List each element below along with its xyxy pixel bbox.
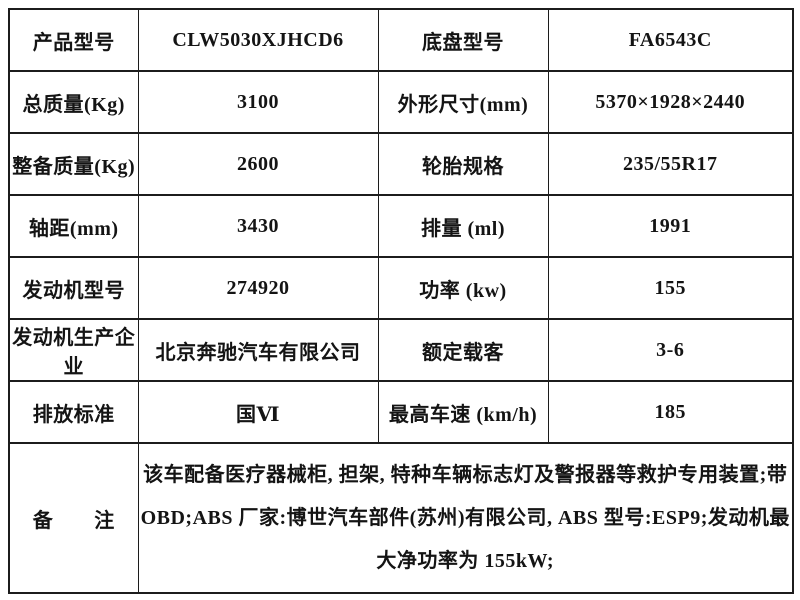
spec-label-tire-spec: 轮胎规格 [377,132,549,196]
table-row: 整备质量(Kg) 2600 轮胎规格 235/55R17 [8,132,794,196]
spec-label-emission-standard: 排放标准 [8,380,139,444]
spec-value-product-model: CLW5030XJHCD6 [137,8,379,72]
table-row: 轴距(mm) 3430 排量 (ml) 1991 [8,194,794,258]
spec-label-engine-manufacturer: 发动机生产企业 [8,318,139,382]
remark-row: 备 注 该车配备医疗器械柜, 担架, 特种车辆标志灯及警报器等救护专用装置;带 … [8,442,794,594]
spec-label-max-speed: 最高车速 (km/h) [377,380,549,444]
spec-value-emission-standard: 国Ⅵ [137,380,379,444]
table-row: 排放标准 国Ⅵ 最高车速 (km/h) 185 [8,380,794,444]
spec-label-wheelbase: 轴距(mm) [8,194,139,258]
spec-label-curb-weight: 整备质量(Kg) [8,132,139,196]
table-row: 发动机生产企业 北京奔驰汽车有限公司 额定载客 3-6 [8,318,794,382]
spec-value-tire-spec: 235/55R17 [547,132,794,196]
spec-value-wheelbase: 3430 [137,194,379,258]
spec-value-power: 155 [547,256,794,320]
table-row: 产品型号 CLW5030XJHCD6 底盘型号 FA6543C [8,8,794,72]
spec-label-displacement: 排量 (ml) [377,194,549,258]
spec-label-engine-model: 发动机型号 [8,256,139,320]
table-row: 发动机型号 274920 功率 (kw) 155 [8,256,794,320]
spec-label-rated-passengers: 额定载客 [377,318,549,382]
spec-value-gross-weight: 3100 [137,70,379,134]
spec-value-curb-weight: 2600 [137,132,379,196]
spec-value-chassis-model: FA6543C [547,8,794,72]
spec-label-gross-weight: 总质量(Kg) [8,70,139,134]
spec-value-engine-model: 274920 [137,256,379,320]
spec-value-max-speed: 185 [547,380,794,444]
spec-value-engine-manufacturer: 北京奔驰汽车有限公司 [137,318,379,382]
spec-value-rated-passengers: 3-6 [547,318,794,382]
spec-label-power: 功率 (kw) [377,256,549,320]
remark-text: 该车配备医疗器械柜, 担架, 特种车辆标志灯及警报器等救护专用装置;带 OBD;… [137,442,794,594]
vehicle-spec-table: 产品型号 CLW5030XJHCD6 底盘型号 FA6543C 总质量(Kg) … [8,8,794,594]
table-row: 总质量(Kg) 3100 外形尺寸(mm) 5370×1928×2440 [8,70,794,134]
spec-label-dimensions: 外形尺寸(mm) [377,70,549,134]
spec-label-product-model: 产品型号 [8,8,139,72]
spec-label-chassis-model: 底盘型号 [377,8,549,72]
spec-value-displacement: 1991 [547,194,794,258]
remark-label: 备 注 [8,442,139,594]
spec-value-dimensions: 5370×1928×2440 [547,70,794,134]
